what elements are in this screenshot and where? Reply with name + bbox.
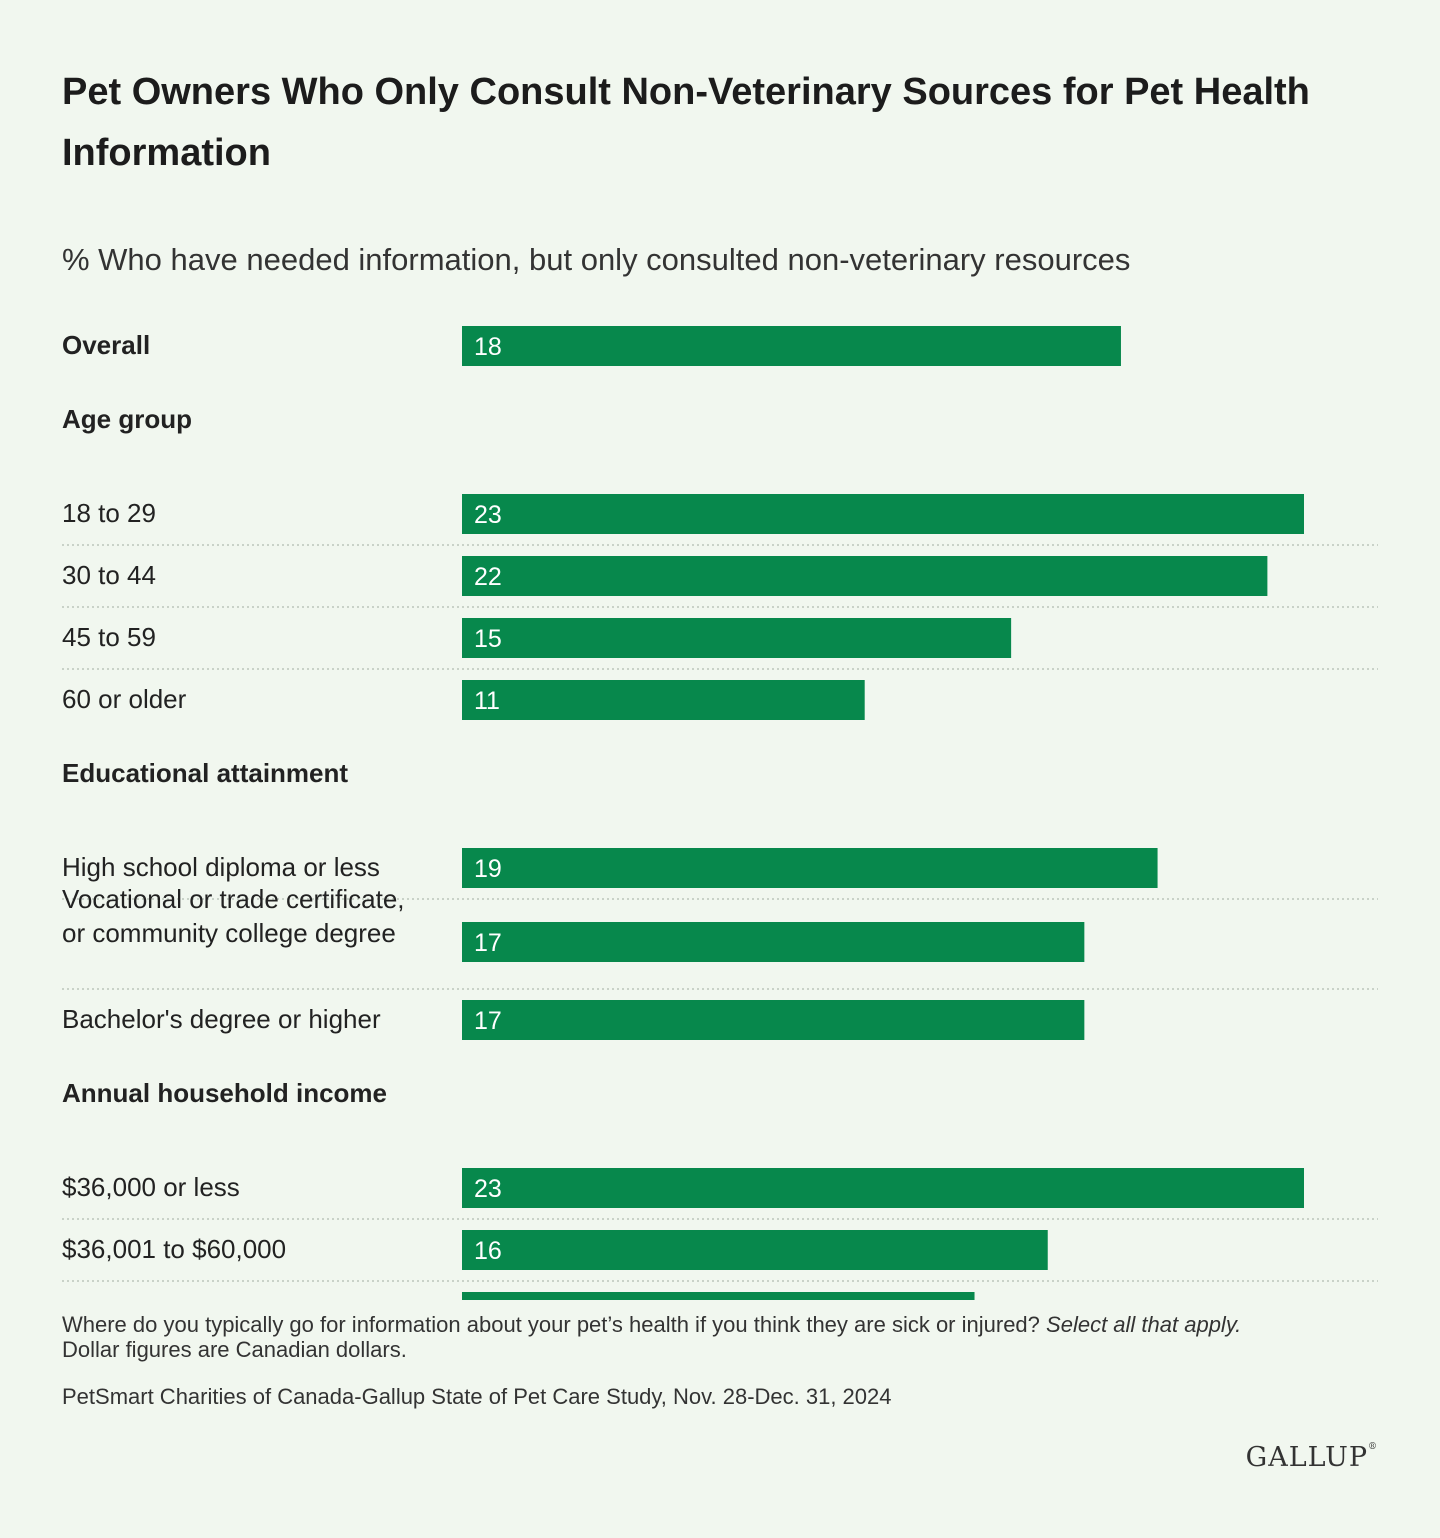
row-label-60-001-to-90-000: $60,001 to $90,000	[62, 1296, 286, 1300]
source-note: PetSmart Charities of Canada-Gallup Stat…	[62, 1384, 892, 1409]
row-label-high-school-diploma-or-less: High school diploma or less	[62, 852, 380, 882]
row-label-bachelor-s-degree-or-higher: Bachelor's degree or higher	[62, 1004, 381, 1034]
bar-value-36-001-to-60-000: 16	[474, 1237, 502, 1265]
bar-bachelor-s-degree-or-higher	[462, 1000, 1085, 1040]
bar-18-to-29	[462, 494, 1304, 534]
footnote: Where do you typically go for informatio…	[62, 1312, 1392, 1362]
row-label-36-001-to-60-000: $36,001 to $60,000	[62, 1234, 286, 1264]
chart-title: Pet Owners Who Only Consult Non-Veterina…	[62, 71, 1310, 174]
bar-value-vocational-or-trade-certificate-or-community-college-degree: 17	[474, 929, 502, 957]
row-label-45-to-59: 45 to 59	[62, 622, 156, 652]
bar-value-60-or-older: 11	[474, 687, 500, 715]
bar-value-45-to-59: 15	[474, 625, 502, 653]
bar-36-001-to-60-000	[462, 1230, 1048, 1270]
row-label-60-or-older: 60 or older	[62, 684, 187, 714]
bar-value-36-000-or-less: 23	[474, 1175, 502, 1203]
footnote-dollar-note: Dollar figures are Canadian dollars.	[62, 1337, 407, 1362]
row-label-30-to-44: 30 to 44	[62, 560, 156, 590]
bar-vocational-or-trade-certificate-or-community-college-degree	[462, 922, 1085, 962]
bar-60-001-to-90-000	[462, 1292, 975, 1300]
bar-chart: Overall 18 Age group 18 to 29 23 30 to 44 22 45…	[62, 326, 1378, 1300]
footnote-question: Where do you typically go for informatio…	[62, 1312, 1040, 1337]
group-heading-age-group: Age group	[62, 404, 192, 434]
row-label-overall: Overall	[62, 330, 150, 360]
chart-subtitle: % Who have needed information, but only …	[62, 242, 1131, 277]
row-label-18-to-29: 18 to 29	[62, 498, 156, 528]
footnote-question-italic: Select all that apply.	[1046, 1312, 1242, 1337]
bar-high-school-diploma-or-less	[462, 848, 1158, 888]
bar-value-bachelor-s-degree-or-higher: 17	[474, 1007, 502, 1035]
bar-value-60-001-to-90-000: 14	[474, 1299, 502, 1300]
bar-value-overall: 18	[474, 333, 502, 361]
gallup-logo: GALLUP®	[1245, 1442, 1378, 1473]
bar-value-high-school-diploma-or-less: 19	[474, 855, 502, 883]
bar-30-to-44	[462, 556, 1268, 596]
bar-60-or-older	[462, 680, 865, 720]
bar-value-18-to-29: 23	[474, 501, 502, 529]
bar-45-to-59	[462, 618, 1012, 658]
bar-value-30-to-44: 22	[474, 563, 502, 591]
group-heading-educational-attainment: Educational attainment	[62, 758, 348, 788]
bar-36-000-or-less	[462, 1168, 1304, 1208]
row-label-36-000-or-less: $36,000 or less	[62, 1172, 240, 1202]
group-heading-annual-household-income: Annual household income	[62, 1078, 387, 1108]
bar-overall	[462, 326, 1121, 366]
row-label-vocational-or-trade-certificate-or-community-college-degree: Vocational or trade certificate, or commu…	[62, 884, 405, 948]
gallup-logo-text: GALLUP	[1245, 1442, 1368, 1473]
